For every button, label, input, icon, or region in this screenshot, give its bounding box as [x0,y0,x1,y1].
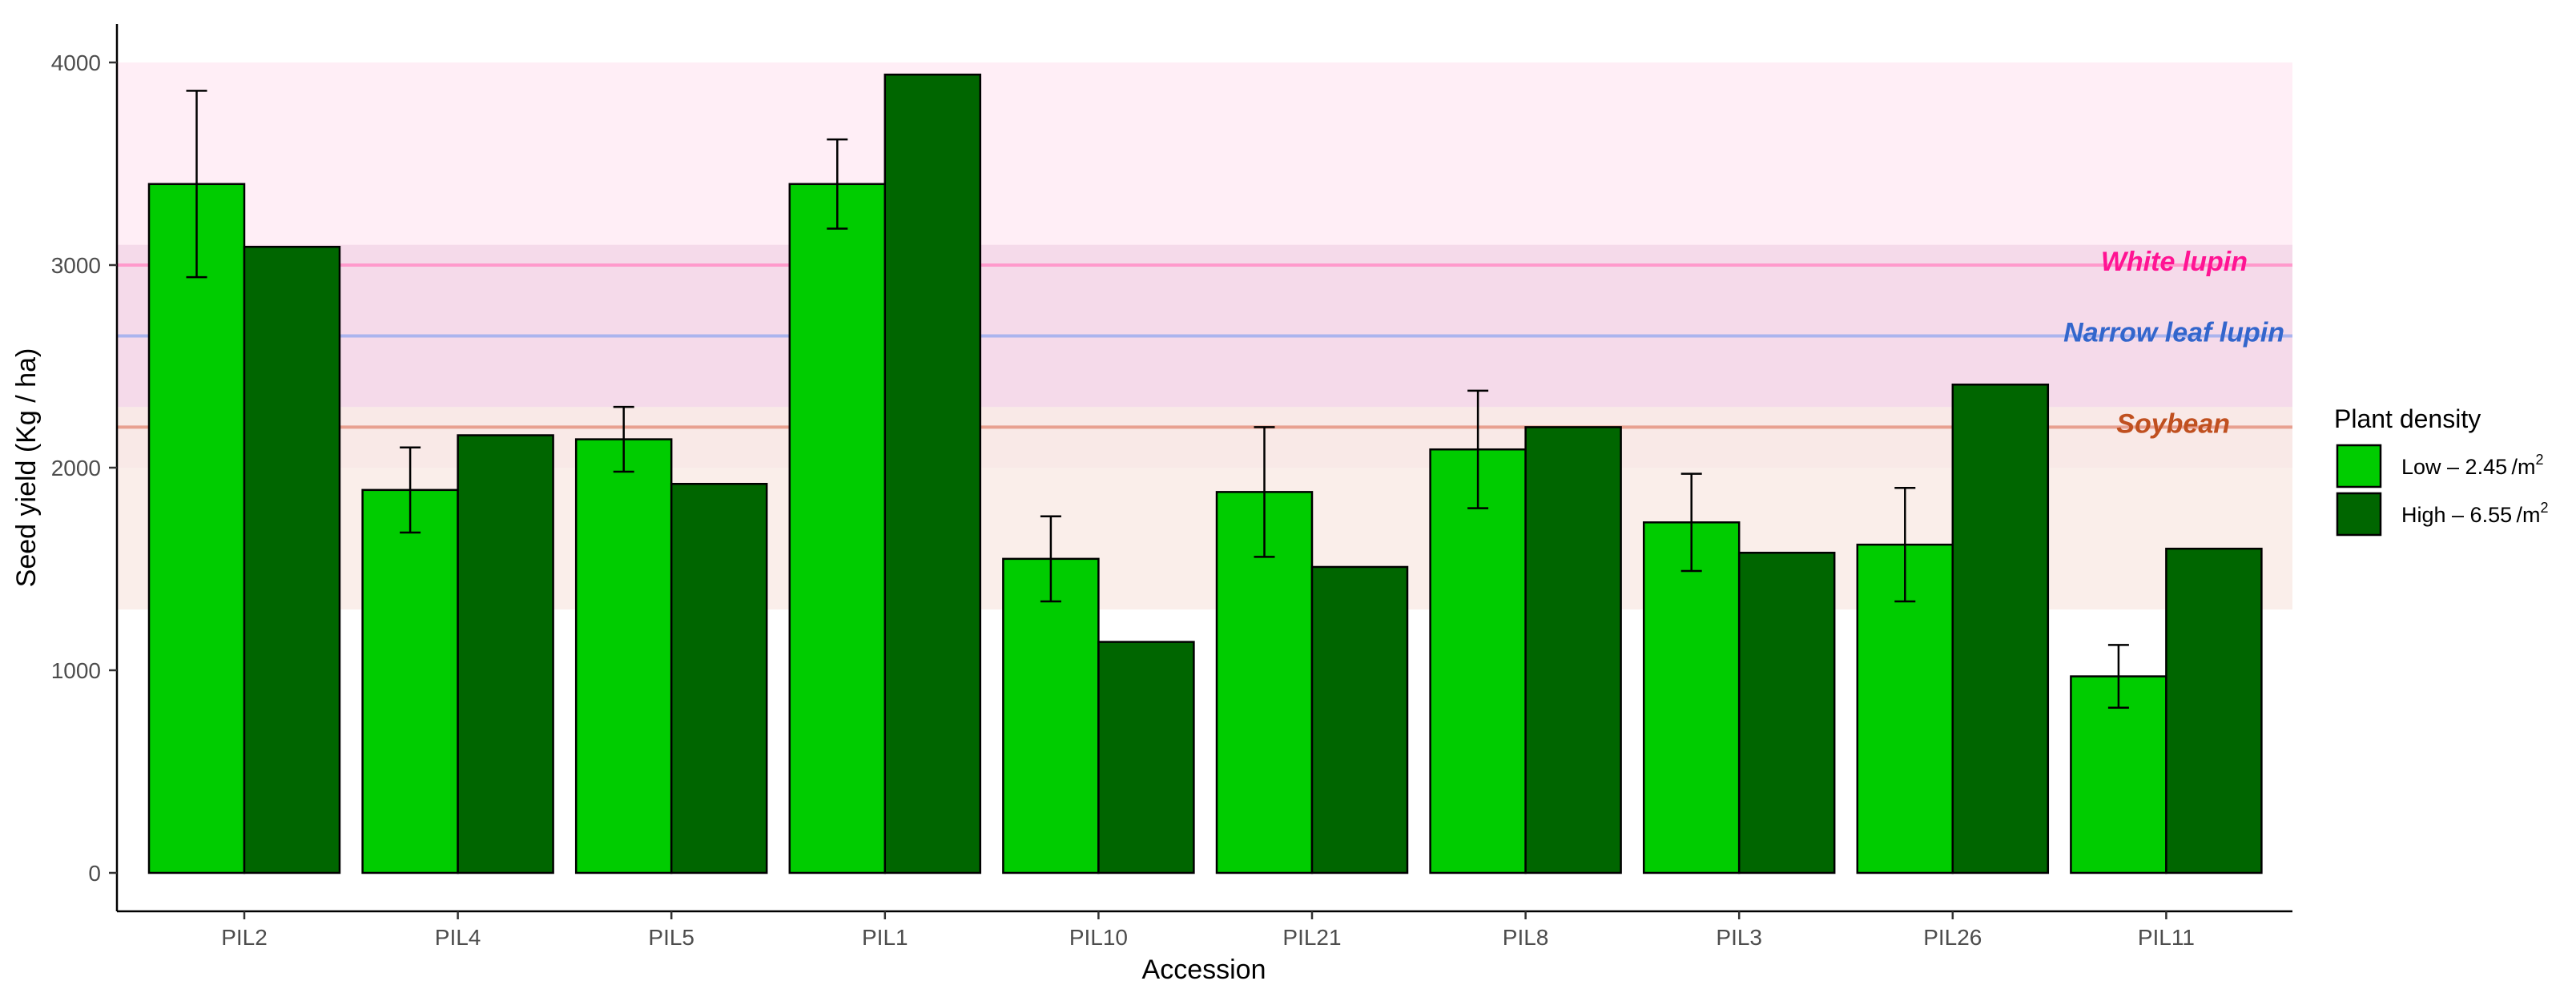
bar-low-pil5 [574,438,673,874]
bar-high-pil4 [457,434,554,874]
bar-low-pil10 [1002,557,1100,874]
reference-label-1: Narrow leaf lupin [2063,318,2284,348]
bar-high-pil3 [1737,552,1836,874]
bar-high-pil2 [243,245,341,874]
bar-high-pil26 [1951,384,2050,874]
bar-high-pil1 [883,73,982,874]
legend: Plant density Low – 2.45 /m2 High – 6.55 … [2334,404,2549,537]
y-tick-label-3000: 3000 [51,253,101,278]
x-axis-title: Accession [1142,955,1266,985]
y-tick-label-0: 0 [88,861,101,886]
y-axis-title: Seed yield (Kg / ha) [11,348,42,588]
x-tick-label-pil21: PIL21 [1282,925,1341,950]
x-tick-label-pil2: PIL2 [221,925,268,950]
reference-lines [117,263,2292,429]
legend-label-low: Low – 2.45 /m2 [2401,452,2544,479]
bar-high-pil21 [1310,565,1409,874]
reference-label-2: Soybean [2116,408,2230,439]
reference-label-0: White lupin [2101,247,2248,277]
x-tick-label-pil26: PIL26 [1923,925,1982,950]
x-tick-label-pil10: PIL10 [1069,925,1128,950]
x-tick-label-pil3: PIL3 [1716,925,1762,950]
legend-key-low [2336,444,2382,488]
bar-low-pil8 [1429,448,1527,874]
legend-label-superscript: 2 [2536,452,2544,468]
y-ticks: 0 1000 2000 3000 4000 [51,50,117,886]
bar-high-pil11 [2165,547,2263,874]
x-tick-label-pil8: PIL8 [1503,925,1549,950]
bar-low-pil1 [788,183,887,874]
bar-high-pil5 [670,482,768,874]
x-tick-label-pil1: PIL1 [862,925,908,950]
x-tick-label-pil5: PIL5 [648,925,694,950]
x-tick-label-pil4: PIL4 [435,925,481,950]
error-bars [186,90,2129,710]
x-tick-label-pil11: PIL11 [2138,925,2195,950]
y-tick-label-4000: 4000 [51,50,101,75]
y-tick-label-2000: 2000 [51,456,101,480]
legend-title: Plant density [2334,404,2481,433]
bar-high-pil10 [1097,641,1195,874]
bar-low-pil3 [1642,521,1741,874]
x-ticks: PIL2 PIL4 PIL5 PIL1 PIL10 PIL21 PIL8 PIL3 PIL26 P… [221,911,2195,950]
legend-label-high: High – 6.55 /m2 [2401,500,2549,527]
bars [147,73,2263,874]
bar-low-pil2 [147,183,246,874]
legend-key-high [2336,492,2382,537]
reference-labels: White lupin Narrow leaf lupin Soybean [2063,247,2284,439]
legend-label-superscript: 2 [2541,500,2549,516]
bar-low-pil4 [361,488,459,874]
bar-high-pil8 [1524,426,1622,874]
y-tick-label-1000: 1000 [51,658,101,683]
bar-low-pil11 [2070,675,2167,874]
